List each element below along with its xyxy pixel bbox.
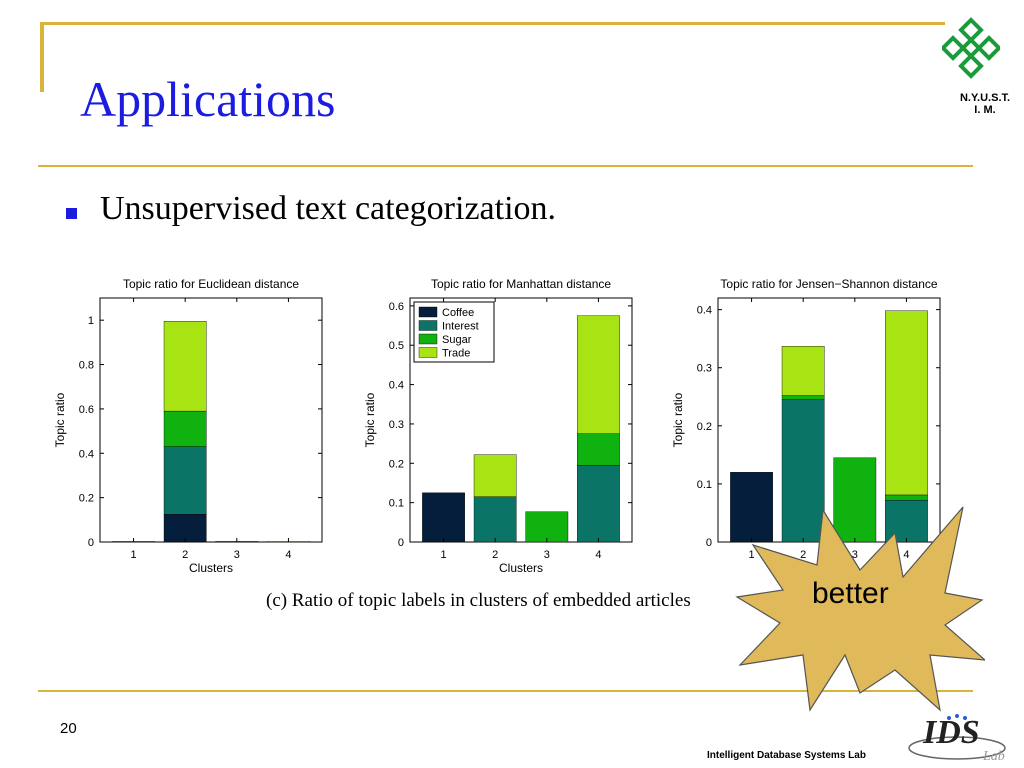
x-tick-label: 1 bbox=[748, 549, 754, 561]
y-axis-label: Topic ratio bbox=[671, 392, 685, 447]
bar-segment-trade bbox=[163, 321, 207, 412]
y-tick-label: 0.4 bbox=[79, 448, 94, 460]
y-tick-label: 0.3 bbox=[697, 363, 712, 375]
x-tick-label: 3 bbox=[852, 549, 858, 561]
ids-logo-dot bbox=[947, 716, 951, 720]
x-tick-label: 1 bbox=[440, 549, 446, 561]
x-tick-label: 2 bbox=[492, 549, 498, 561]
y-tick-label: 0.1 bbox=[389, 498, 404, 510]
ids-logo-text: IDS bbox=[922, 714, 980, 751]
bar-segment-coffee bbox=[163, 514, 207, 543]
legend-label: Coffee bbox=[442, 307, 474, 319]
x-tick-label: 4 bbox=[595, 549, 601, 561]
bar-segment-trade bbox=[885, 310, 928, 496]
figure-caption: (c) Ratio of topic labels in clusters of… bbox=[266, 590, 691, 611]
y-tick-label: 0.5 bbox=[389, 340, 404, 352]
legend-swatch-sugar bbox=[418, 333, 438, 345]
slide-title: Applications bbox=[80, 71, 336, 127]
y-tick-label: 0.1 bbox=[697, 479, 712, 491]
x-tick-label: 4 bbox=[285, 549, 291, 561]
x-tick-label: 2 bbox=[182, 549, 188, 561]
chart-manhattan-svg: Topic ratio for Manhattan distance 0 0.1 0.… bbox=[363, 277, 633, 575]
ids-logo-ring bbox=[908, 736, 1006, 760]
axes-frame bbox=[409, 297, 633, 543]
y-tick-label: 0.2 bbox=[79, 493, 94, 505]
y-tick-label: 0.4 bbox=[389, 380, 404, 392]
y-tick-label: 0.2 bbox=[389, 458, 404, 470]
bar-segment-coffee bbox=[730, 472, 773, 543]
page-number: 20 bbox=[60, 720, 77, 737]
title-divider bbox=[38, 165, 973, 167]
bar-segment-sugar bbox=[525, 511, 569, 543]
starburst-callout-shape bbox=[735, 506, 985, 712]
left-frame-line bbox=[40, 22, 44, 92]
y-axis-label: Topic ratio bbox=[53, 392, 67, 447]
bar-segment-interest bbox=[163, 446, 207, 515]
y-tick-label: 0.6 bbox=[389, 301, 404, 313]
y-tick-label: 1 bbox=[88, 315, 94, 327]
x-tick-label: 1 bbox=[130, 549, 136, 561]
nyust-logo-icon bbox=[942, 17, 1000, 79]
y-tick-label: 0 bbox=[398, 537, 404, 549]
nyust-label: N.Y.U.S.T. I. M. bbox=[945, 92, 1024, 116]
ids-logo-dot bbox=[963, 716, 967, 720]
legend-swatch-coffee bbox=[418, 306, 438, 318]
bar-segment-interest bbox=[577, 465, 620, 543]
y-tick-label: 0.8 bbox=[79, 360, 94, 372]
chart-title: Topic ratio for Jensen−Shannon distance bbox=[720, 277, 937, 291]
axes-frame bbox=[99, 297, 323, 543]
nyust-label-line2: I. M. bbox=[974, 104, 996, 116]
starburst-polygon bbox=[735, 506, 985, 712]
x-axis-label: Clusters bbox=[189, 561, 233, 575]
top-frame-line bbox=[40, 22, 945, 25]
legend-label: Interest bbox=[442, 321, 479, 333]
chart-euclidean: Topic ratio for Euclidean distance 0 0.2 0.… bbox=[40, 270, 340, 590]
x-tick-label: 3 bbox=[234, 549, 240, 561]
footer-lab-name: Intelligent Database Systems Lab bbox=[707, 750, 866, 761]
legend-label: Trade bbox=[442, 348, 470, 360]
chart-title: Topic ratio for Euclidean distance bbox=[123, 277, 299, 291]
bar-segment-interest bbox=[473, 496, 517, 543]
y-tick-label: 0.6 bbox=[79, 404, 94, 416]
footer-divider bbox=[38, 690, 973, 692]
chart-manhattan: Topic ratio for Manhattan distance 0 0.1 0.… bbox=[350, 270, 650, 590]
bar-segment-sugar bbox=[577, 433, 620, 466]
chart-euclidean-svg: Topic ratio for Euclidean distance 0 0.2 0.… bbox=[53, 277, 323, 575]
legend-label: Sugar bbox=[442, 334, 472, 346]
chart-jensen-shannon: Topic ratio for Jensen−Shannon distance 0… bbox=[658, 270, 958, 590]
nyust-label-line1: N.Y.U.S.T. bbox=[959, 92, 1011, 104]
x-tick-label: 4 bbox=[903, 549, 909, 561]
bar-segment-trade bbox=[781, 346, 825, 396]
bullet-text: Unsupervised text categorization. bbox=[100, 190, 557, 227]
bar-segment-sugar bbox=[781, 395, 825, 400]
bar-segment-sugar bbox=[885, 494, 928, 501]
y-tick-label: 0 bbox=[88, 537, 94, 549]
bar-segment-coffee bbox=[422, 492, 465, 543]
bar-segment-trade bbox=[577, 315, 620, 434]
bar-segment-sugar bbox=[163, 410, 207, 447]
bullet-square-icon bbox=[66, 208, 77, 219]
y-tick-label: 0.4 bbox=[697, 305, 712, 317]
x-tick-label: 3 bbox=[544, 549, 550, 561]
x-tick-label: 2 bbox=[800, 549, 806, 561]
ids-logo-dot bbox=[955, 714, 959, 718]
ids-lab-logo-icon: IDS Lab bbox=[908, 714, 1006, 764]
bar-segment-trade bbox=[473, 454, 517, 497]
ids-logo-sub: Lab bbox=[982, 749, 1005, 764]
legend-swatch-interest bbox=[418, 320, 438, 331]
y-axis-label: Topic ratio bbox=[363, 392, 377, 447]
chart-jensen-shannon-svg: Topic ratio for Jensen−Shannon distance 0… bbox=[671, 277, 941, 575]
y-tick-label: 0 bbox=[706, 537, 712, 549]
y-tick-label: 0.3 bbox=[389, 419, 404, 431]
x-axis-label: Clusters bbox=[499, 561, 543, 575]
chart-title: Topic ratio for Manhattan distance bbox=[431, 277, 611, 291]
legend-swatch-trade bbox=[418, 347, 438, 358]
callout-text: better bbox=[812, 577, 889, 610]
y-tick-label: 0.2 bbox=[697, 421, 712, 433]
bar-segment-sugar bbox=[833, 457, 877, 543]
